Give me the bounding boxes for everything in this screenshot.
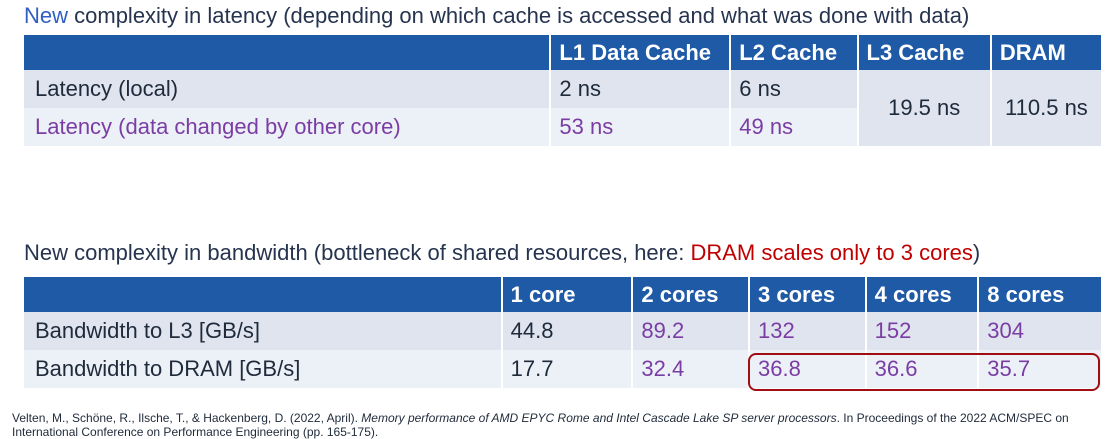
latency-header-dram: DRAM: [991, 35, 1101, 70]
bandwidth-cell: 44.8: [502, 312, 632, 350]
bandwidth-header-blank: [24, 277, 501, 312]
latency-row-label: Latency (data changed by other core): [24, 108, 550, 146]
bandwidth-cell: 17.7: [502, 350, 632, 388]
bandwidth-cell: 35.7: [979, 350, 1101, 388]
latency-cell-l1: 2 ns: [551, 70, 730, 108]
bandwidth-cell: 132: [750, 312, 865, 350]
bandwidth-row-l3: Bandwidth to L3 [GB/s] 44.8 89.2 132 152…: [24, 312, 1101, 350]
latency-heading-new: New: [24, 3, 69, 28]
latency-header-blank: [24, 35, 550, 70]
bandwidth-header-3cores: 3 cores: [750, 277, 865, 312]
bandwidth-cell: 152: [866, 312, 978, 350]
bandwidth-row-label: Bandwidth to DRAM [GB/s]: [24, 350, 501, 388]
bandwidth-cell: 32.4: [633, 350, 749, 388]
bandwidth-header-row: 1 core 2 cores 3 cores 4 cores 8 cores: [24, 277, 1101, 312]
bandwidth-cell: 89.2: [633, 312, 749, 350]
latency-row-label: Latency (local): [24, 70, 550, 108]
bandwidth-heading-text: New complexity in bandwidth (bottleneck …: [24, 240, 691, 265]
bandwidth-cell: 36.8: [750, 350, 865, 388]
bandwidth-header-8cores: 8 cores: [979, 277, 1101, 312]
bandwidth-heading-end: ): [972, 240, 981, 265]
latency-header-l3: L3 Cache: [858, 35, 990, 70]
latency-cell-l1: 53 ns: [551, 108, 730, 146]
bandwidth-row-dram: Bandwidth to DRAM [GB/s] 17.7 32.4 36.8 …: [24, 350, 1101, 388]
citation-suffix: . In Proceedings of the 2022 ACM/SPEC on…: [12, 411, 1069, 439]
bandwidth-heading-highlight: DRAM scales only to 3 cores: [690, 240, 973, 265]
latency-cell-l3: 19.5 ns: [858, 70, 990, 146]
bandwidth-header-1core: 1 core: [502, 277, 632, 312]
citation-footer: Velten, M., Schöne, R., Ilsche, T., & Ha…: [12, 411, 1112, 439]
latency-header-row: L1 Data Cache L2 Cache L3 Cache DRAM: [24, 35, 1101, 70]
bandwidth-header-2cores: 2 cores: [633, 277, 749, 312]
bandwidth-header-4cores: 4 cores: [866, 277, 978, 312]
latency-cell-l2: 6 ns: [731, 70, 857, 108]
latency-row-changed: Latency (data changed by other core) 53 …: [24, 108, 1101, 146]
latency-row-local: Latency (local) 2 ns 6 ns 19.5 ns 110.5 …: [24, 70, 1101, 146]
latency-cell-l2: 49 ns: [731, 108, 857, 146]
latency-table: L1 Data Cache L2 Cache L3 Cache DRAM Lat…: [22, 35, 1103, 146]
latency-cell-dram: 110.5 ns: [991, 70, 1101, 146]
citation-prefix: Velten, M., Schöne, R., Ilsche, T., & Ha…: [12, 411, 362, 425]
latency-heading: New complexity in latency (depending on …: [24, 3, 969, 29]
citation-title: Memory performance of AMD EPYC Rome and …: [361, 411, 837, 425]
latency-header-l1: L1 Data Cache: [551, 35, 730, 70]
dram-saturation-highlight-box: [748, 353, 1100, 391]
bandwidth-cell: 304: [979, 312, 1101, 350]
latency-header-l2: L2 Cache: [731, 35, 857, 70]
bandwidth-heading: New complexity in bandwidth (bottleneck …: [24, 240, 980, 266]
latency-heading-rest: complexity in latency (depending on whic…: [68, 3, 970, 28]
bandwidth-cell: 36.6: [866, 350, 978, 388]
bandwidth-table: 1 core 2 cores 3 cores 4 cores 8 cores B…: [22, 277, 1103, 388]
bandwidth-row-label: Bandwidth to L3 [GB/s]: [24, 312, 501, 350]
